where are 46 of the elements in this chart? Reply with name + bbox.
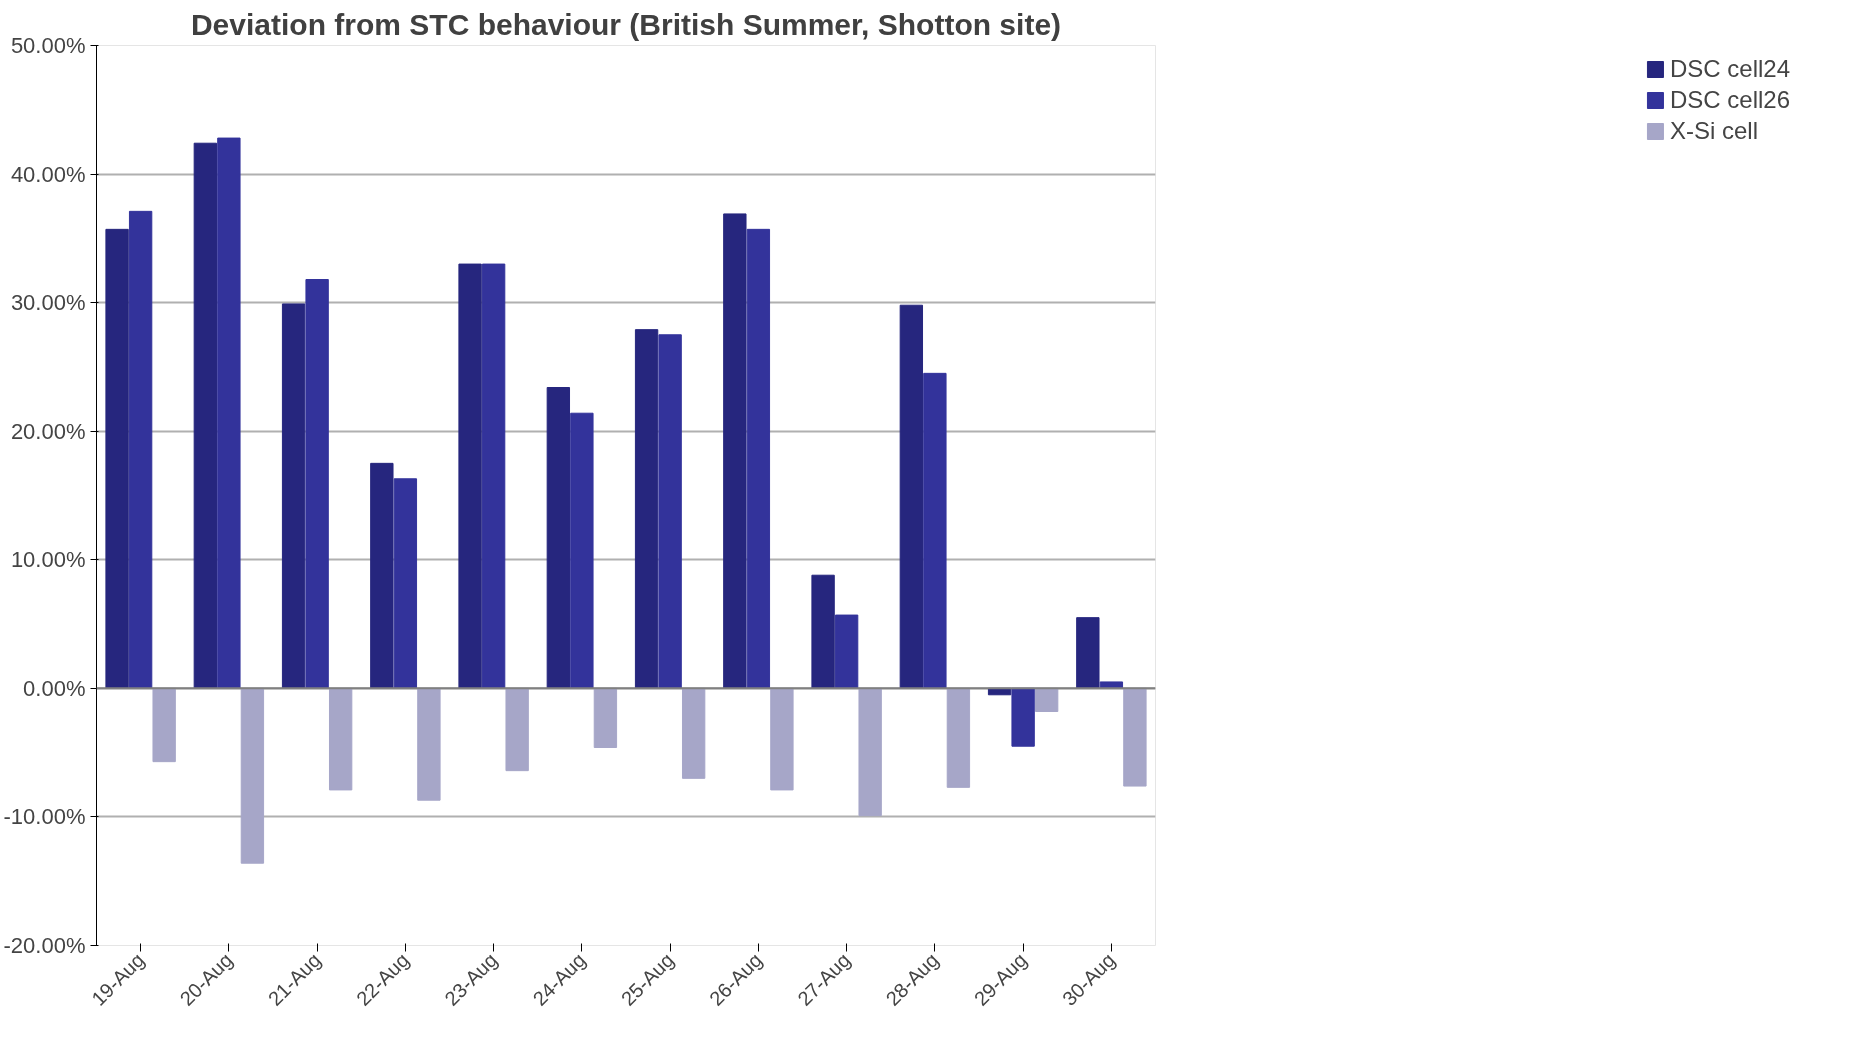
legend-label: DSC cell26 [1669, 86, 1790, 114]
y-tick-label: 10.00% [10, 547, 86, 573]
bar [858, 687, 882, 817]
bar [240, 687, 265, 864]
bar [505, 687, 529, 772]
bar [723, 213, 747, 689]
bar [570, 412, 594, 689]
bar [128, 210, 153, 689]
bar [834, 614, 859, 689]
bar [1034, 687, 1059, 712]
bar [328, 687, 353, 791]
bar [1123, 687, 1147, 787]
y-tick-label: 50.00% [10, 33, 86, 58]
bar [811, 574, 835, 689]
y-tick-label: -20.00% [3, 933, 86, 958]
legend-label: DSC cell24 [1669, 55, 1790, 83]
bar [1011, 687, 1035, 747]
bar [593, 687, 618, 748]
bar [546, 387, 571, 689]
bar [681, 687, 706, 779]
bar [481, 263, 506, 689]
bar [658, 334, 682, 689]
y-tick-label: -10.00% [3, 804, 86, 830]
y-tick-label: 40.00% [10, 161, 86, 187]
bar [770, 687, 794, 791]
chart-title: Deviation from STC behaviour (British Summer, Shotton site) [190, 7, 1062, 41]
bar [281, 303, 306, 689]
bar [458, 263, 482, 689]
y-tick-label: 20.00% [10, 418, 86, 444]
bar [152, 687, 176, 763]
bar [105, 228, 129, 689]
bar [370, 462, 394, 689]
bar [899, 304, 924, 689]
bar [305, 279, 329, 689]
bar [923, 372, 947, 689]
y-tick-label: 0.00% [23, 675, 86, 701]
bar [634, 329, 659, 689]
legend-label: X-Si cell [1669, 117, 1758, 145]
bar [1076, 617, 1100, 689]
bar [217, 137, 241, 689]
bar [946, 687, 971, 788]
y-tick-label: 30.00% [10, 290, 86, 316]
bar [746, 228, 771, 689]
bar [417, 687, 441, 801]
bar [393, 478, 418, 689]
bar [193, 142, 218, 689]
